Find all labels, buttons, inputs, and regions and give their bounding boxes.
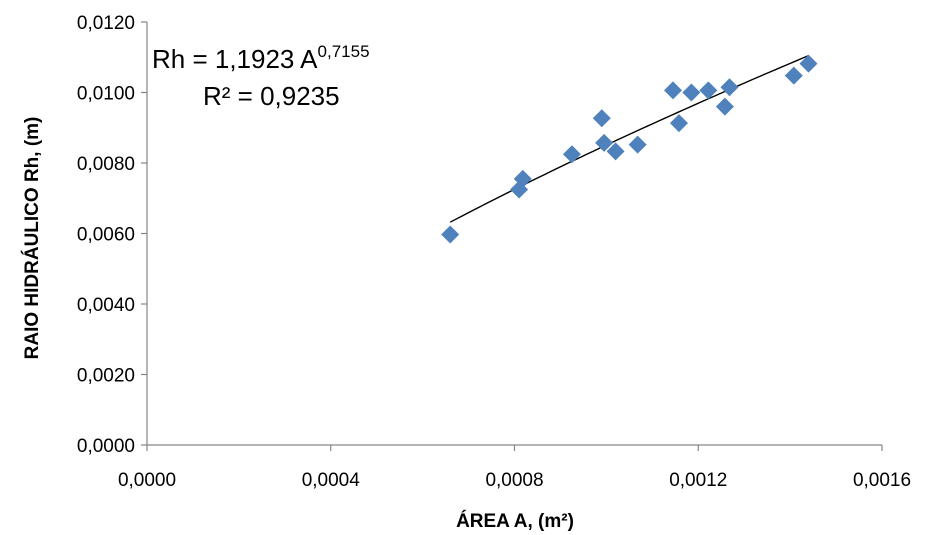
data-point-marker — [595, 133, 614, 152]
equation-exponent: 0,7155 — [318, 42, 370, 61]
y-tick-label: 0,0100 — [77, 84, 135, 105]
data-point-marker — [720, 78, 739, 97]
x-tick-label: 0,0012 — [669, 470, 727, 491]
data-points — [441, 54, 818, 244]
y-tick-label: 0,0040 — [77, 295, 135, 316]
y-tick-label: 0,0080 — [77, 154, 135, 175]
data-point-marker — [513, 169, 532, 188]
y-tick-label: 0,0120 — [77, 13, 135, 34]
y-ticks: 0,0000 0,0020 0,0040 0,0060 0,0080 0,0100 0,01… — [77, 13, 147, 457]
equation-prefix: Rh = 1,1923 A — [152, 44, 318, 74]
trendline-equation: Rh = 1,1923 A0,7155 — [152, 42, 370, 74]
r-squared-label: R² = 0,9235 — [203, 81, 340, 111]
y-tick-label: 0,0000 — [77, 436, 135, 457]
data-point-marker — [682, 83, 701, 102]
y-axis-title: RAIO HIDRÁULICO Rh, (m) — [21, 117, 43, 360]
data-point-marker — [715, 97, 734, 116]
x-tick-label: 0,0016 — [853, 470, 911, 491]
data-point-marker — [799, 54, 818, 73]
x-tick-label: 0,0004 — [302, 470, 361, 491]
data-point-marker — [441, 225, 460, 244]
data-point-marker — [592, 109, 611, 128]
x-tick-label: 0,0008 — [485, 470, 543, 491]
data-point-marker — [663, 81, 682, 100]
x-tick-label: 0,0000 — [118, 470, 176, 491]
data-point-marker — [699, 81, 718, 100]
y-tick-label: 0,0060 — [77, 225, 135, 246]
data-point-marker — [784, 66, 803, 85]
x-ticks: 0,0000 0,0004 0,0008 0,0012 0,0016 — [118, 445, 911, 491]
y-tick-label: 0,0020 — [77, 366, 135, 387]
data-point-marker — [606, 142, 625, 161]
data-point-marker — [669, 114, 688, 133]
power-trendline — [449, 54, 809, 223]
data-point-marker — [628, 135, 647, 154]
x-axis-title: ÁREA A, (m²) — [456, 510, 574, 532]
data-point-marker — [562, 145, 581, 164]
